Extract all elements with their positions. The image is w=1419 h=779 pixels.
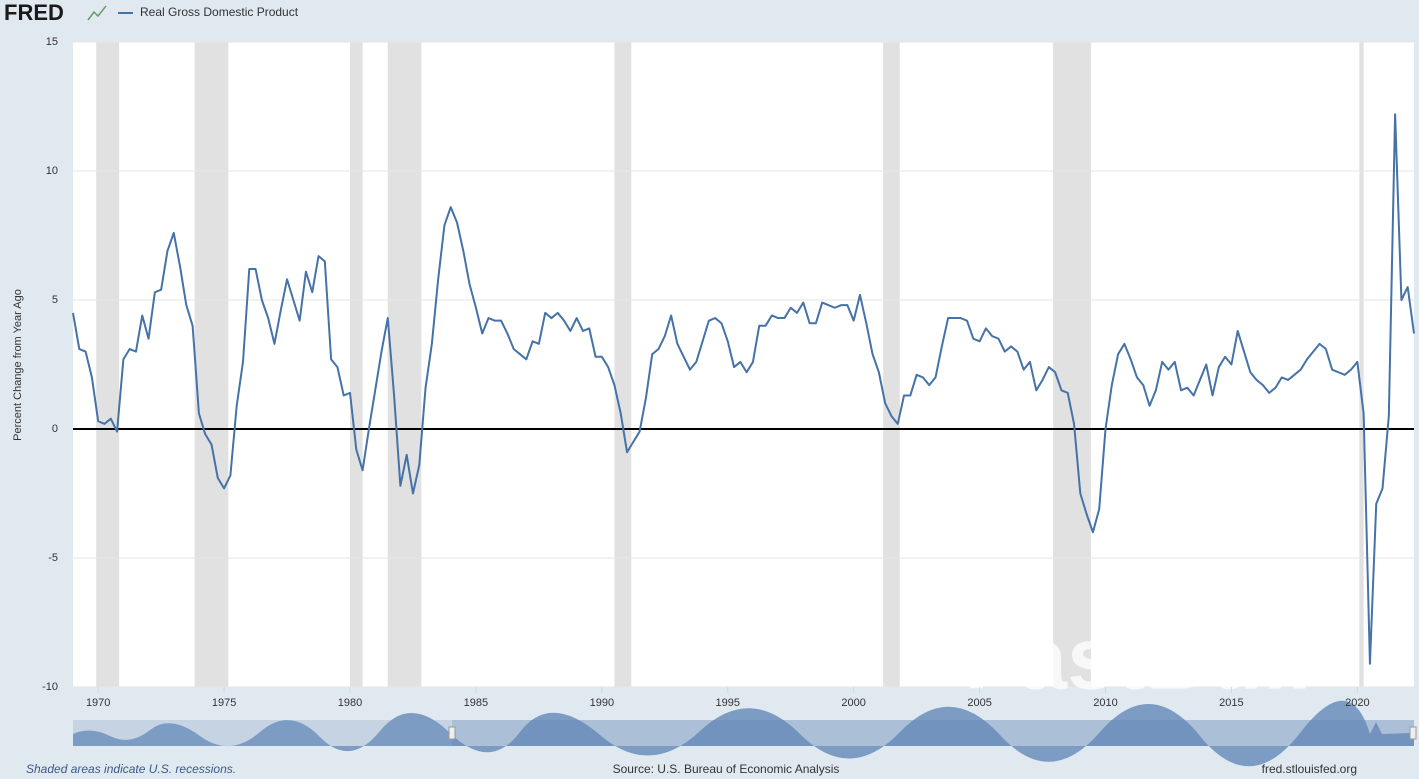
- navigator-area: [73, 700, 1414, 767]
- footer-source: Source: U.S. Bureau of Economic Analysis: [613, 762, 840, 776]
- x-tick-label: 2000: [841, 697, 865, 709]
- plot-area: [73, 42, 1414, 687]
- x-tick-label: 1985: [464, 697, 488, 709]
- x-tick-label: 2020: [1345, 697, 1369, 709]
- y-tick-label: -10: [42, 681, 58, 693]
- x-tick-label: 2005: [967, 697, 991, 709]
- x-tick-label: 1990: [590, 697, 614, 709]
- series-line: [72, 113, 1415, 665]
- recession-band: [883, 42, 900, 687]
- recession-band: [1359, 42, 1364, 687]
- recession-band: [1053, 42, 1091, 687]
- x-tick-label: 1995: [716, 697, 740, 709]
- y-tick-label: 5: [52, 294, 58, 306]
- x-tick-label: 1975: [212, 697, 236, 709]
- y-tick-label: 15: [46, 36, 58, 48]
- navigator-window[interactable]: [452, 720, 1414, 746]
- x-tick-label: 2015: [1219, 697, 1243, 709]
- y-tick-label: -5: [48, 552, 58, 564]
- footer-url: fred.stlouisfed.org: [1262, 762, 1357, 776]
- logo: FRED: [4, 0, 64, 25]
- navigator-handle[interactable]: [448, 726, 456, 740]
- y-tick-label: 0: [52, 423, 58, 435]
- navigator-handle[interactable]: [1409, 726, 1417, 740]
- y-tick-label: 10: [46, 165, 58, 177]
- legend-label: Real Gross Domestic Product: [140, 5, 299, 19]
- recession-band: [194, 42, 229, 687]
- logo-icon: [87, 5, 107, 21]
- footer-note: Shaded areas indicate U.S. recessions.: [26, 762, 236, 776]
- x-tick-label: 2010: [1093, 697, 1117, 709]
- recession-band: [350, 42, 363, 687]
- recession-band: [614, 42, 632, 687]
- recession-band: [96, 42, 120, 687]
- watermark: FastBull: [964, 608, 1311, 707]
- x-tick-label: 1970: [86, 697, 110, 709]
- recession-band: [387, 42, 422, 687]
- y-axis-label: Percent Change from Year Ago: [12, 289, 24, 441]
- x-tick-label: 1980: [338, 697, 362, 709]
